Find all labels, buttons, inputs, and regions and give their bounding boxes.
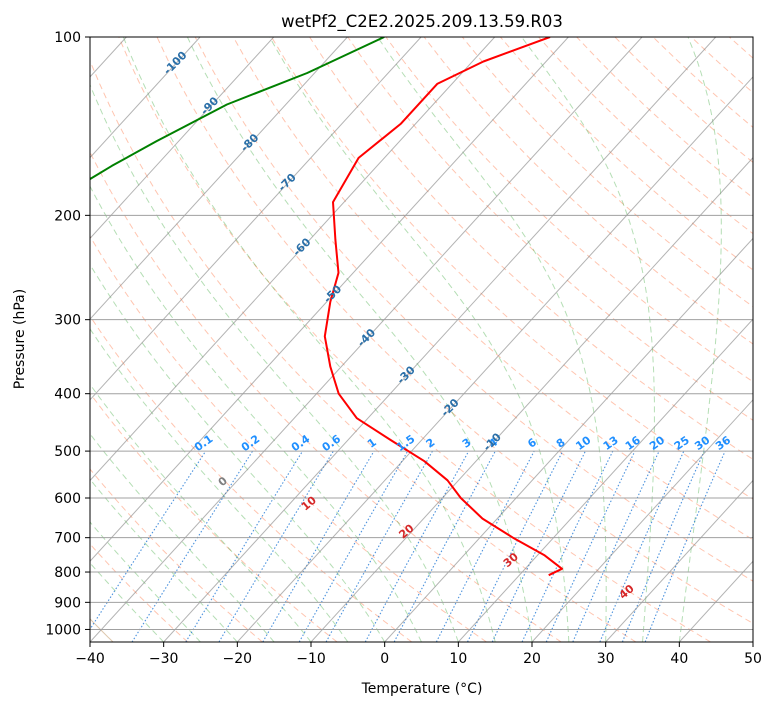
- moist-adiabat-line: [269, 37, 570, 642]
- isotherm-line: [163, 37, 717, 642]
- y-tick-label: 800: [54, 565, 81, 581]
- moist-adiabat-line: [90, 185, 422, 642]
- dry-adiabat-line: [194, 37, 753, 582]
- isotherm-line: [90, 37, 201, 159]
- isotherm-line: [90, 37, 422, 401]
- moist-adiabat-line: [521, 37, 655, 642]
- mixing-ratio-line: [90, 450, 207, 631]
- mixing-ratio-line: [599, 450, 685, 642]
- y-axis-ticks: 100 200 300 400 500 600 700 800 900 1000: [45, 30, 90, 638]
- dry-adiabat-line: [309, 37, 753, 460]
- y-tick-label: 200: [54, 208, 81, 224]
- mixing-ratio-line: [218, 450, 334, 642]
- y-tick-label: 400: [54, 387, 81, 403]
- dry-adiabat-line: [232, 37, 753, 541]
- isotherm-line: [605, 479, 753, 642]
- moist-adiabat-line: [90, 83, 459, 642]
- dry-adiabat-line: [90, 468, 263, 642]
- mixing-ratio-line: [325, 450, 433, 642]
- x-tick-label: 0: [380, 651, 389, 667]
- x-tick-label: −10: [296, 651, 326, 667]
- mixing-ratio-line: [621, 450, 705, 642]
- isotherm-line: [90, 37, 569, 563]
- y-tick-label: 700: [54, 531, 81, 547]
- isotherm-line: [236, 76, 753, 642]
- x-tick-label: 40: [670, 651, 688, 667]
- mixing-ratio-line: [467, 450, 564, 642]
- isotherm-line: [310, 156, 753, 642]
- moist-adiabat-line: [90, 263, 386, 642]
- dry-adiabat-line: [156, 37, 753, 624]
- isotherm-line: [457, 318, 753, 642]
- mixing-ratio-line: [393, 450, 496, 642]
- mixing-ratio-line: [131, 450, 254, 642]
- mixing-ratio-line: [521, 450, 614, 642]
- isotherm-line: [90, 37, 275, 240]
- dry-adiabat-line: [118, 37, 711, 642]
- plot-frame: [89, 36, 754, 643]
- background-reference-lines: [90, 37, 753, 642]
- x-tick-label: 50: [744, 651, 762, 667]
- y-axis-label: Pressure (hPa): [12, 289, 28, 389]
- dry-adiabat-line: [385, 37, 753, 383]
- moist-adiabat-line: [377, 37, 607, 642]
- dry-adiabat-line: [271, 37, 753, 500]
- x-tick-label: 20: [523, 651, 541, 667]
- x-axis-label: Temperature (°C): [361, 681, 483, 697]
- dry-adiabat-line: [90, 235, 487, 642]
- chart-title: wetPf2_C2E2.2025.209.13.59.R03: [281, 12, 563, 32]
- isotherm-line: [90, 37, 496, 482]
- moist-adiabat-line: [678, 37, 722, 642]
- y-tick-label: 1000: [45, 622, 81, 638]
- isotherm-line: [531, 399, 753, 642]
- x-tick-label: 10: [449, 651, 467, 667]
- y-tick-label: 300: [54, 313, 81, 329]
- pressure-grid-lines: [90, 37, 753, 642]
- mixing-ratio-line: [435, 450, 535, 642]
- dry-adiabat-line: [90, 59, 637, 642]
- x-axis-ticks: −40 −30 −20 −10 0 10 20 30 40 50: [75, 642, 762, 667]
- dry-adiabat-line: [90, 543, 189, 642]
- x-tick-label: −30: [149, 651, 179, 667]
- mixing-ratio-line: [545, 450, 636, 642]
- isotherm-line: [90, 37, 348, 320]
- mixing-ratio-line: [185, 450, 304, 642]
- isotherm-line: [90, 37, 643, 642]
- y-tick-label: 900: [54, 595, 81, 611]
- mixing-ratio-line: [364, 450, 470, 642]
- moist-adiabat-line: [186, 37, 533, 642]
- x-tick-label: −20: [223, 651, 253, 667]
- sounding-profiles: [90, 37, 563, 577]
- y-tick-label: 600: [54, 491, 81, 507]
- y-tick-label: 500: [54, 444, 81, 460]
- x-tick-label: 30: [597, 651, 615, 667]
- dry-adiabat-line: [347, 37, 753, 421]
- x-tick-label: −40: [75, 651, 105, 667]
- isotherm-line: [384, 237, 753, 642]
- moist-adiabat-line: [122, 37, 496, 642]
- moist-adiabat-line: [90, 327, 349, 642]
- y-tick-label: 100: [54, 30, 81, 46]
- mixing-ratio-line: [572, 450, 660, 642]
- dry-adiabat-line: [90, 151, 562, 642]
- temperature-profile-line: [323, 37, 563, 577]
